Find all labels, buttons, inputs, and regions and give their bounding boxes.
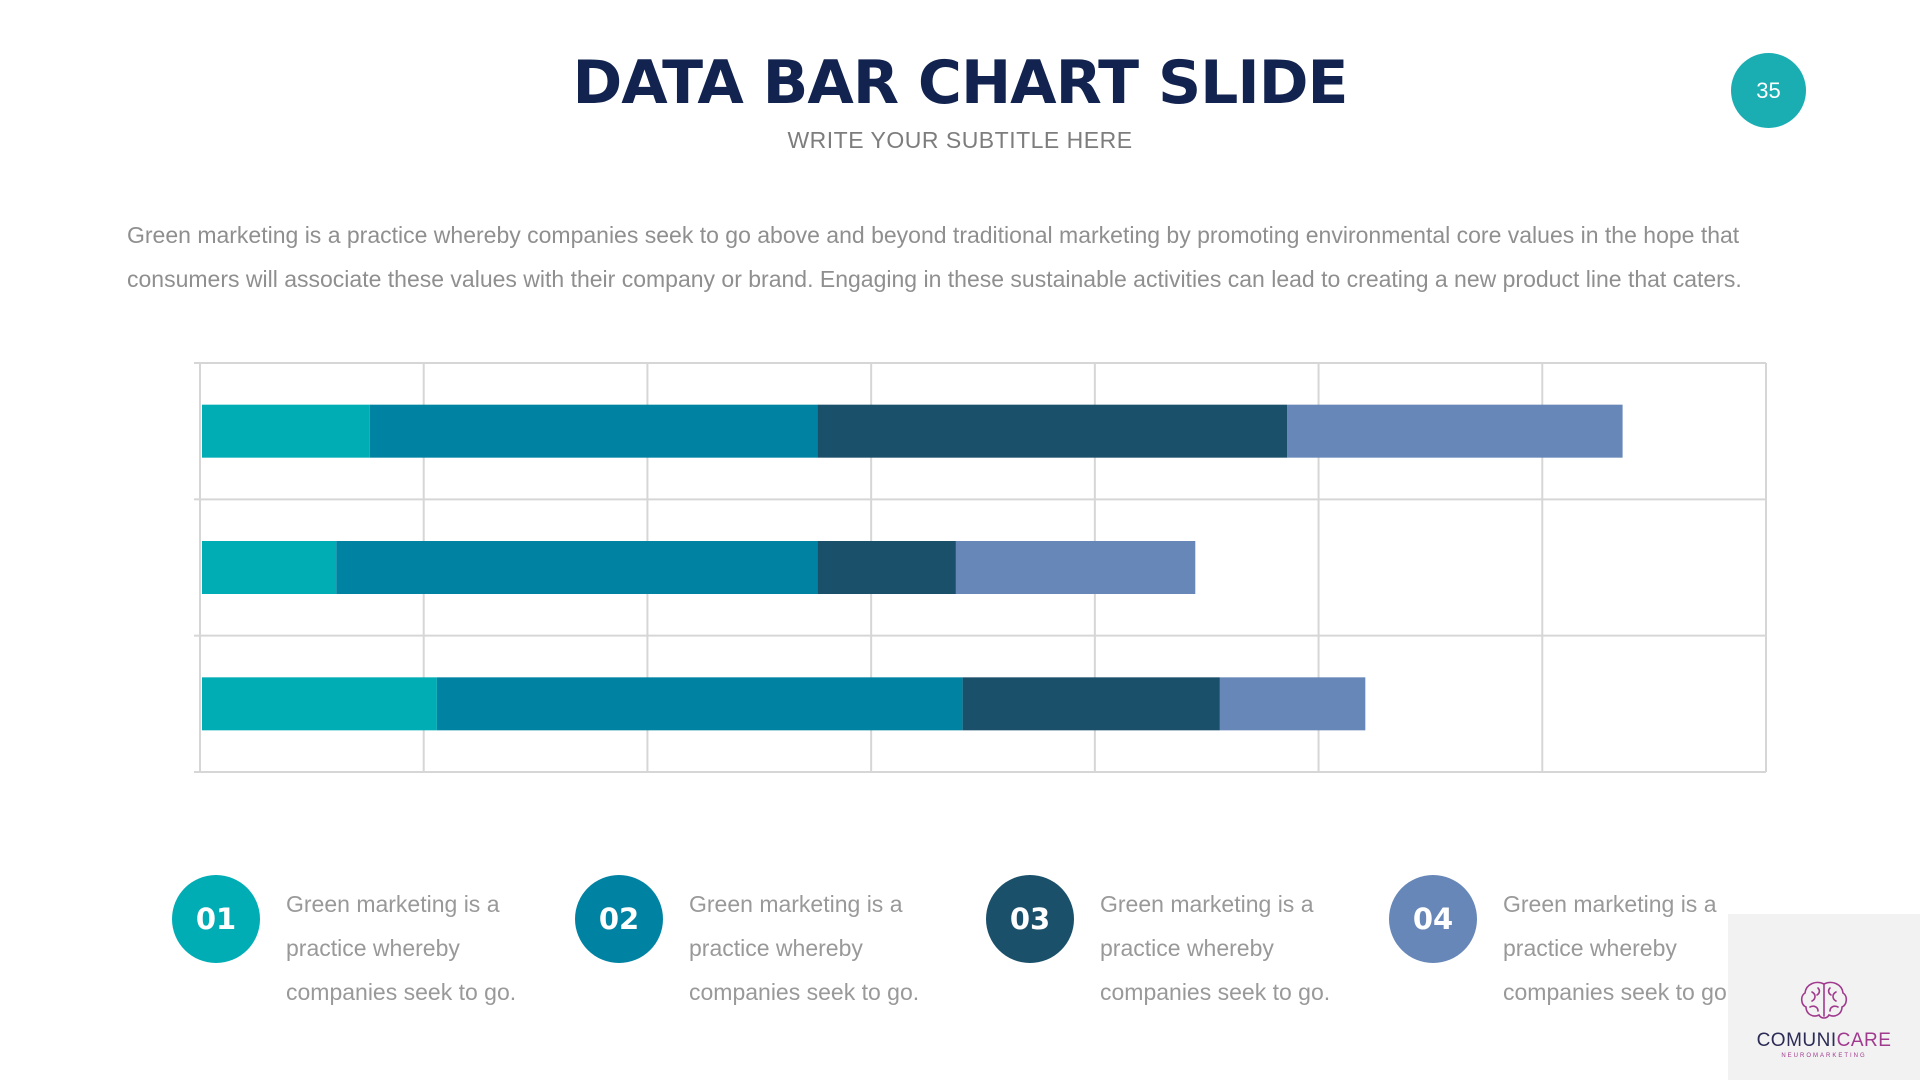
legend-number-badge: 04: [1389, 875, 1477, 963]
legend-text: Green marketing is a practice whereby co…: [1100, 891, 1331, 1005]
legend-text: Green marketing is a practice whereby co…: [286, 891, 517, 1005]
legend-number-badge: 02: [575, 875, 663, 963]
legend-item-01: 01 Green marketing is a practice whereby…: [172, 874, 552, 1024]
bar-segment-row1-series4: [1287, 404, 1623, 458]
bar-segment-row1-series2: [369, 404, 818, 458]
chart-bars: [202, 404, 1623, 731]
bar-segment-row2-series4: [955, 541, 1196, 594]
page-title: DATA BAR CHART SLIDE: [572, 48, 1349, 118]
legend-text: Green marketing is a practice whereby co…: [1503, 891, 1734, 1005]
legend-item-02: 02 Green marketing is a practice whereby…: [575, 874, 955, 1024]
legend-text: Green marketing is a practice whereby co…: [689, 891, 920, 1005]
bar-segment-row2-series1: [202, 541, 337, 594]
brain-icon: [1800, 981, 1848, 1019]
bar-segment-row3-series1: [202, 677, 437, 731]
bar-segment-row2-series2: [336, 541, 818, 594]
bar-segment-row1-series1: [202, 404, 370, 458]
bar-segment-row2-series3: [817, 541, 956, 594]
page-number-badge: 35: [1731, 53, 1806, 128]
logo-tagline: NEUROMARKETING: [1781, 1053, 1867, 1059]
legend-item-04: 04 Green marketing is a practice whereby…: [1389, 874, 1769, 1024]
logo-wordmark: COMUNICARE: [1728, 1030, 1920, 1052]
legend-item-03: 03 Green marketing is a practice whereby…: [986, 874, 1366, 1024]
bar-segment-row1-series3: [817, 404, 1288, 458]
logo-name-part2: CARE: [1836, 1030, 1892, 1051]
bar-segment-row3-series4: [1219, 677, 1366, 731]
bar-segment-row3-series3: [962, 677, 1220, 731]
bar-segment-row3-series2: [436, 677, 963, 731]
brand-logo: COMUNICARE NEUROMARKETING: [1728, 914, 1920, 1080]
legend-number-badge: 03: [986, 875, 1074, 963]
legend-number-badge: 01: [172, 875, 260, 963]
intro-paragraph: Green marketing is a practice whereby co…: [127, 222, 1742, 292]
page-subtitle: WRITE YOUR SUBTITLE HERE: [787, 127, 1133, 153]
logo-name-part1: COMUNI: [1756, 1030, 1837, 1051]
